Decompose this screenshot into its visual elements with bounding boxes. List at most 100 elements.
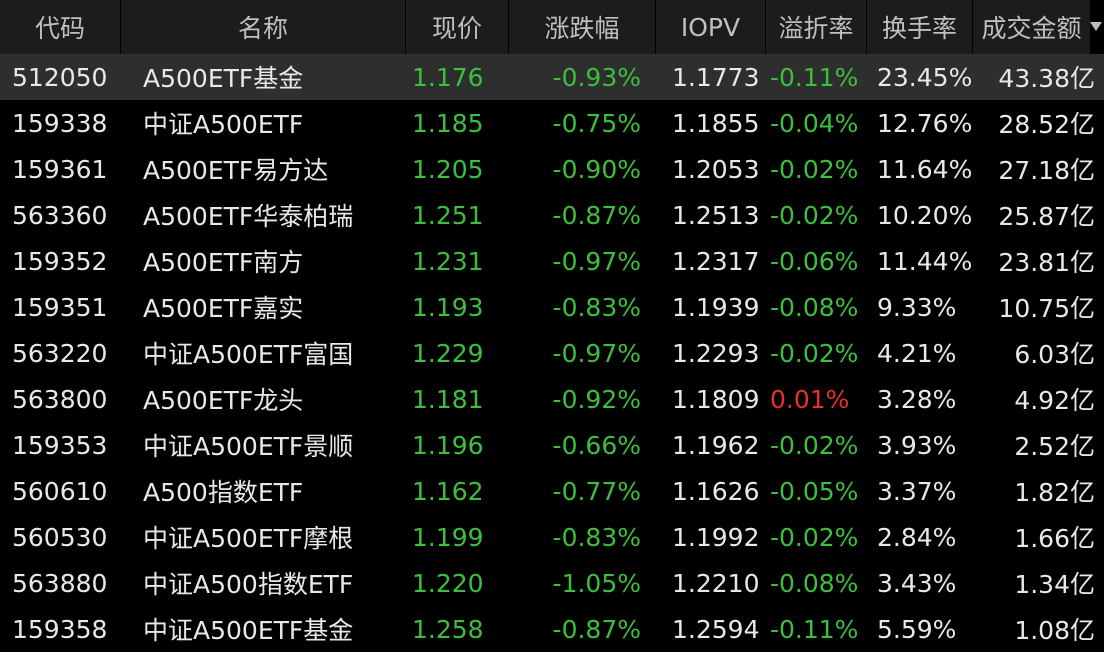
price-cell: 1.231 [412,246,484,276]
table-row[interactable]: 159361 A500ETF易方达 1.205 -0.90% 1.2053 -0.02% 1… [0,146,1104,192]
turnover-cell: 3.93% [877,430,957,460]
amount-cell: 6.03亿 [1014,340,1095,369]
turnover-cell: 3.43% [877,568,957,598]
code-cell: 563220 [12,338,108,368]
turnover-cell: 9.33% [877,292,957,322]
table-row[interactable]: 159358 中证A500ETF基金 1.258 -0.87% 1.2594 -0.11%… [0,606,1104,652]
change-cell: -0.87% [552,200,641,230]
name-cell: A500指数ETF [143,478,304,507]
change-cell: -0.93% [552,62,641,92]
table-row[interactable]: 512050 A500ETF基金 1.176 -0.93% 1.1773 -0.11% 23… [0,54,1104,100]
code-cell: 159353 [12,430,108,460]
name-cell: A500ETF基金 [143,64,304,93]
code-cell: 159351 [12,292,108,322]
name-cell: A500ETF嘉实 [143,294,304,323]
header-cell[interactable]: 溢折率 [766,0,866,54]
table-row[interactable]: 159352 A500ETF南方 1.231 -0.97% 1.2317 -0.06% 11… [0,238,1104,284]
turnover-cell: 23.45% [877,62,973,92]
change-cell: -0.83% [552,292,641,322]
change-cell: -0.97% [552,246,641,276]
amount-cell: 4.92亿 [1014,386,1095,415]
iopv-cell: 1.1855 [672,108,760,138]
premium-cell: -0.02% [770,338,859,368]
code-cell: 560530 [12,522,108,552]
name-cell: A500ETF南方 [143,248,304,277]
price-cell: 1.258 [412,614,484,644]
amount-cell: 23.81亿 [998,248,1095,277]
header-cell[interactable]: 成交金额 [973,0,1090,54]
premium-cell: -0.11% [770,614,859,644]
table-row[interactable]: 159353 中证A500ETF景顺 1.196 -0.66% 1.1962 -0.02%… [0,422,1104,468]
amount-cell: 10.75亿 [998,294,1095,323]
price-cell: 1.176 [412,62,484,92]
name-cell: 中证A500ETF摩根 [143,524,354,553]
table-row[interactable]: 563800 A500ETF龙头 1.181 -0.92% 1.1809 0.01% 3.2… [0,376,1104,422]
code-cell: 563880 [12,568,108,598]
turnover-cell: 12.76% [877,108,973,138]
name-cell: 中证A500ETF富国 [143,340,354,369]
iopv-cell: 1.2053 [672,154,760,184]
iopv-cell: 1.1809 [672,384,760,414]
code-cell: 159352 [12,246,108,276]
amount-cell: 28.52亿 [998,110,1095,139]
table-row[interactable]: 563360 A500ETF华泰柏瑞 1.251 -0.87% 1.2513 -0.02%… [0,192,1104,238]
table-row[interactable]: 560610 A500指数ETF 1.162 -0.77% 1.1626 -0.05% 3.… [0,468,1104,514]
iopv-cell: 1.1962 [672,430,760,460]
name-cell: 中证A500指数ETF [143,570,354,599]
sort-arrow [1090,22,1102,31]
price-cell: 1.193 [412,292,484,322]
change-cell: -0.97% [552,338,641,368]
code-cell: 560610 [12,476,108,506]
premium-cell: -0.02% [770,154,859,184]
iopv-cell: 1.2293 [672,338,760,368]
iopv-cell: 1.2210 [672,568,760,598]
header-cell[interactable]: IOPV [656,0,765,54]
header-cell[interactable]: 涨跌幅 [509,0,655,54]
iopv-cell: 1.2317 [672,246,760,276]
change-cell: -0.92% [552,384,641,414]
turnover-cell: 4.21% [877,338,957,368]
header-cell[interactable]: 代码 [0,0,120,54]
name-cell: 中证A500ETF基金 [143,616,354,645]
amount-cell: 1.82亿 [1014,478,1095,507]
iopv-cell: 1.2513 [672,200,760,230]
table-row[interactable]: 563220 中证A500ETF富国 1.229 -0.97% 1.2293 -0.02%… [0,330,1104,376]
iopv-cell: 1.1992 [672,522,760,552]
code-cell: 159358 [12,614,108,644]
price-cell: 1.251 [412,200,484,230]
header-cell[interactable]: 现价 [406,0,508,54]
premium-cell: -0.06% [770,246,859,276]
iopv-cell: 1.1773 [672,62,760,92]
name-cell: A500ETF易方达 [143,156,329,185]
turnover-cell: 11.44% [877,246,973,276]
turnover-cell: 10.20% [877,200,973,230]
name-cell: A500ETF龙头 [143,386,304,415]
change-cell: -0.66% [552,430,641,460]
table-row[interactable]: 563880 中证A500指数ETF 1.220 -1.05% 1.2210 -0.08%… [0,560,1104,606]
change-cell: -0.90% [552,154,641,184]
amount-cell: 2.52亿 [1014,432,1095,461]
premium-cell: -0.02% [770,522,859,552]
change-cell: -0.77% [552,476,641,506]
header-cell[interactable]: 换手率 [867,0,972,54]
turnover-cell: 3.28% [877,384,957,414]
table-row[interactable]: 560530 中证A500ETF摩根 1.199 -0.83% 1.1992 -0.02%… [0,514,1104,560]
price-cell: 1.185 [412,108,484,138]
table-row[interactable]: 159351 A500ETF嘉实 1.193 -0.83% 1.1939 -0.08% 9.… [0,284,1104,330]
premium-cell: -0.02% [770,430,859,460]
price-cell: 1.220 [412,568,484,598]
turnover-cell: 3.37% [877,476,957,506]
code-cell: 563360 [12,200,108,230]
premium-cell: 0.01% [770,384,850,414]
premium-cell: -0.05% [770,476,859,506]
price-cell: 1.196 [412,430,484,460]
header-row: 代码 名称 现价 涨跌幅 IOPV 溢折率 换手率 成交金额 [0,0,1104,54]
price-cell: 1.181 [412,384,484,414]
table-row[interactable]: 159338 中证A500ETF 1.185 -0.75% 1.1855 -0.04% 12… [0,100,1104,146]
change-cell: -0.87% [552,614,641,644]
amount-cell: 1.34亿 [1014,570,1095,599]
header-cell[interactable]: 名称 [121,0,405,54]
price-cell: 1.229 [412,338,484,368]
turnover-cell: 2.84% [877,522,957,552]
